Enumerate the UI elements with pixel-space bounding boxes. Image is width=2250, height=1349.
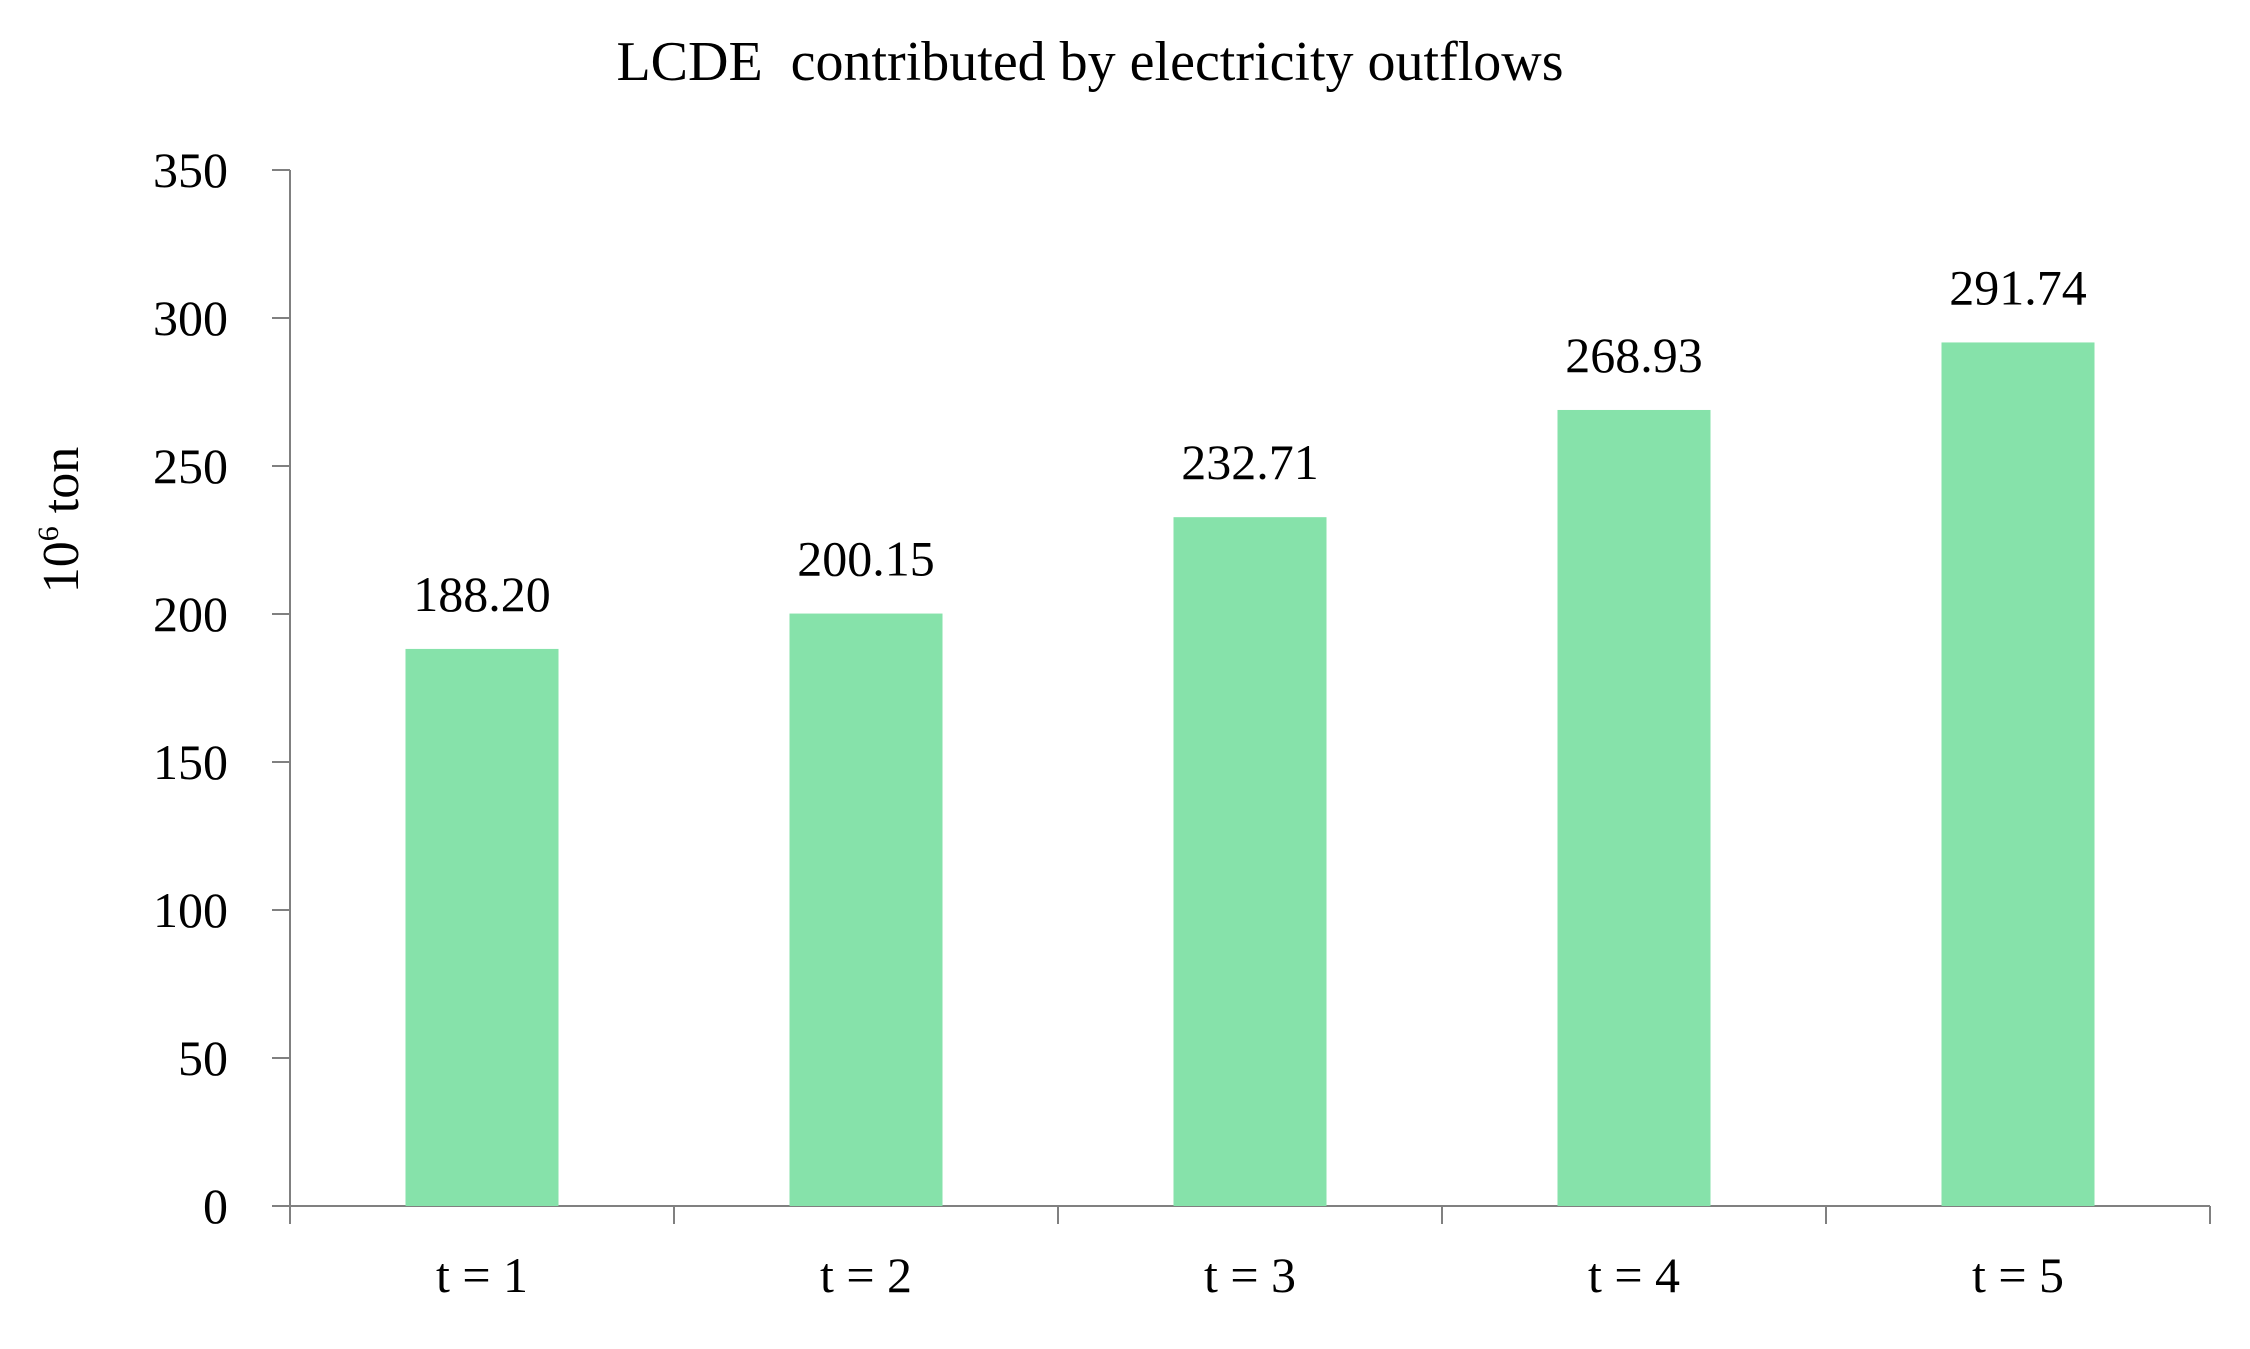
y-tick-label: 50 <box>178 1030 228 1086</box>
y-axis-label-base: 10 <box>33 541 90 593</box>
bar <box>405 648 559 1206</box>
y-tick-label: 0 <box>203 1178 228 1234</box>
x-tick-label: t = 3 <box>1204 1247 1296 1303</box>
bar-value-label: 200.15 <box>797 531 935 587</box>
bar-value-label: 268.93 <box>1565 327 1703 383</box>
x-tick-label: t = 2 <box>820 1247 912 1303</box>
y-tick-label: 350 <box>153 142 228 198</box>
bar <box>1941 342 2095 1206</box>
y-axis-label-exponent: 6 <box>32 526 65 541</box>
bar <box>1173 517 1327 1206</box>
chart-title: LCDE contributed by electricity outflows <box>616 31 1563 93</box>
y-tick-label: 300 <box>153 290 228 346</box>
plot-area: 0 50 100 150 200 250 300 350 188.20 t = 1 200.15 t … <box>153 142 2211 1303</box>
y-axis-label-unit: ton <box>33 447 90 526</box>
bar-value-label: 232.71 <box>1181 434 1319 490</box>
y-tick-label: 100 <box>153 882 228 938</box>
bar-value-label: 188.20 <box>413 566 551 622</box>
bar <box>1557 409 1711 1207</box>
y-tick-label: 150 <box>153 734 228 790</box>
bar <box>789 613 943 1206</box>
y-axis-label: 106 ton <box>32 447 90 593</box>
y-tick-label: 250 <box>153 438 228 494</box>
x-tick-label: t = 4 <box>1588 1247 1680 1303</box>
bar-value-label: 291.74 <box>1949 259 2087 315</box>
x-tick-label: t = 5 <box>1972 1247 2064 1303</box>
y-tick-label: 200 <box>153 586 228 642</box>
x-tick-label: t = 1 <box>436 1247 528 1303</box>
